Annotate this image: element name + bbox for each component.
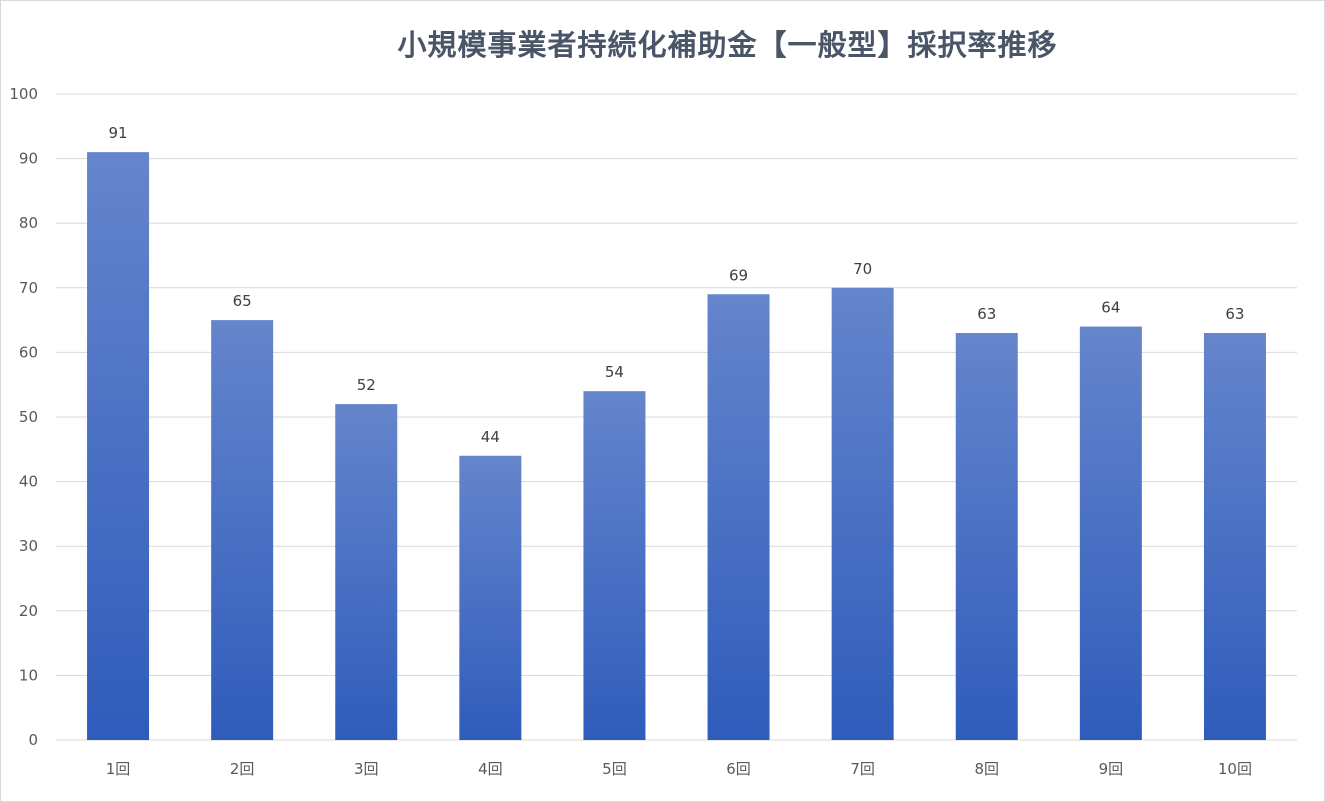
- bar: [831, 287, 894, 740]
- data-label: 64: [1101, 299, 1120, 317]
- bar: [1203, 333, 1266, 740]
- chart-title: 小規模事業者持続化補助金【一般型】採択率推移: [397, 28, 1058, 62]
- bar: [583, 391, 646, 740]
- x-tick-label: 5回: [602, 760, 627, 778]
- y-tick-label: 20: [19, 602, 38, 620]
- data-label: 69: [729, 266, 748, 284]
- y-axis-ticks: 0 10 20 30 40 50 60 70 80 90 100: [9, 85, 38, 749]
- bar: [1079, 326, 1142, 740]
- x-tick-label: 4回: [478, 760, 503, 778]
- x-tick-label: 6回: [726, 760, 751, 778]
- x-tick-label: 9回: [1099, 760, 1124, 778]
- data-label: 54: [605, 363, 624, 381]
- data-label: 70: [853, 260, 872, 278]
- x-tick-label: 8回: [974, 760, 999, 778]
- data-labels: 91 65 52 44 54 69 70 63 64 63: [109, 124, 1245, 446]
- x-tick-label: 10回: [1218, 760, 1252, 778]
- bars: [87, 152, 1266, 740]
- y-tick-label: 100: [9, 85, 38, 103]
- y-tick-label: 50: [19, 408, 38, 426]
- data-label: 44: [481, 428, 500, 446]
- y-tick-label: 80: [19, 214, 38, 232]
- data-label: 91: [109, 124, 128, 142]
- y-tick-label: 10: [19, 666, 38, 684]
- bar: [335, 404, 398, 740]
- y-tick-label: 70: [19, 279, 38, 297]
- y-tick-label: 60: [19, 343, 38, 361]
- x-tick-label: 3回: [354, 760, 379, 778]
- y-tick-label: 0: [28, 731, 38, 749]
- x-tick-label: 1回: [106, 760, 131, 778]
- bar: [459, 455, 522, 740]
- data-label: 63: [1225, 305, 1244, 323]
- x-axis-ticks: 1回 2回 3回 4回 5回 6回 7回 8回 9回 10回: [106, 760, 1252, 778]
- y-tick-label: 30: [19, 537, 38, 555]
- y-tick-label: 90: [19, 150, 38, 168]
- bar: [87, 152, 150, 740]
- data-label: 52: [357, 376, 376, 394]
- data-label: 63: [977, 305, 996, 323]
- x-tick-label: 7回: [850, 760, 875, 778]
- bar: [707, 294, 770, 740]
- x-tick-label: 2回: [230, 760, 255, 778]
- bar: [955, 333, 1018, 740]
- data-label: 65: [233, 292, 252, 310]
- bar: [211, 320, 274, 740]
- y-tick-label: 40: [19, 473, 38, 491]
